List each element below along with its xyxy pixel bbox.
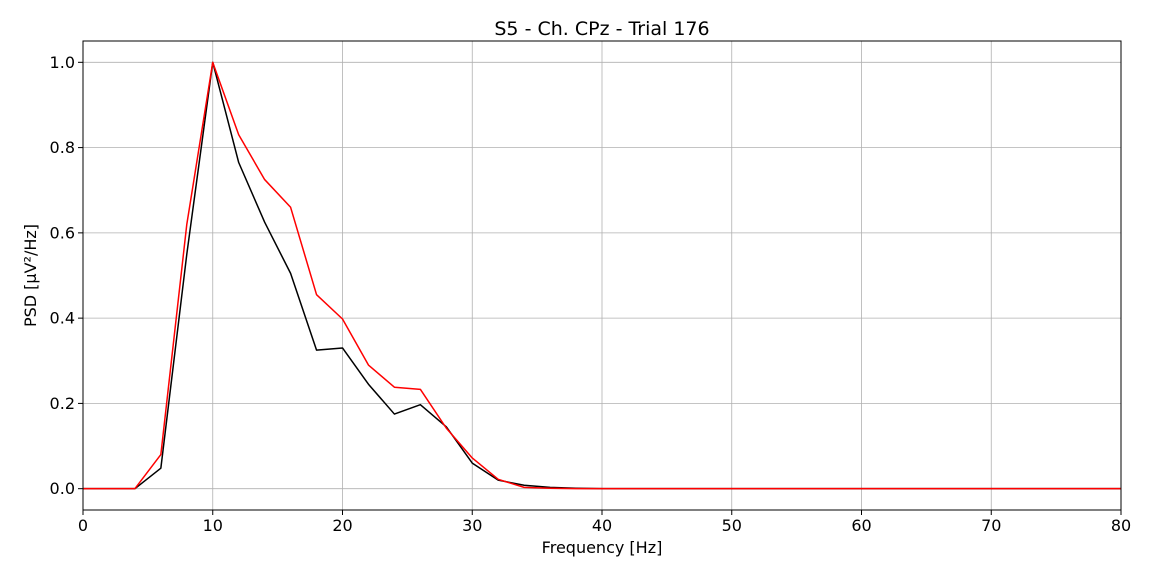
x-tick-label: 0 [78, 516, 88, 535]
x-tick-label: 20 [332, 516, 352, 535]
x-tick-label: 70 [981, 516, 1001, 535]
x-axis-label: Frequency [Hz] [542, 538, 663, 557]
series-line-2 [83, 61, 1121, 490]
grid-layer [82, 41, 1122, 510]
y-tick-label: 1.0 [50, 53, 75, 72]
x-tick-label: 60 [851, 516, 871, 535]
chart-title: S5 - Ch. CPz - Trial 176 [494, 18, 709, 40]
y-tick-label: 0.6 [50, 223, 75, 242]
y-tick-label: 0.2 [50, 394, 75, 413]
y-tick-label: 0.0 [50, 479, 75, 498]
y-axis-label: PSD [μV²/Hz] [21, 224, 40, 327]
y-tick-label: 0.8 [50, 138, 75, 157]
y-tick-label: 0.4 [50, 309, 75, 328]
x-tick-label: 30 [462, 516, 482, 535]
x-tick-label: 10 [203, 516, 223, 535]
ticks-layer: 0 10 20 30 40 50 60 70 80 0.0 0.2 0.4 0.6 0.8 1.0 [50, 53, 1132, 535]
x-tick-label: 80 [1111, 516, 1131, 535]
series-layer [83, 61, 1121, 490]
x-tick-label: 40 [592, 516, 612, 535]
x-tick-label: 50 [722, 516, 742, 535]
